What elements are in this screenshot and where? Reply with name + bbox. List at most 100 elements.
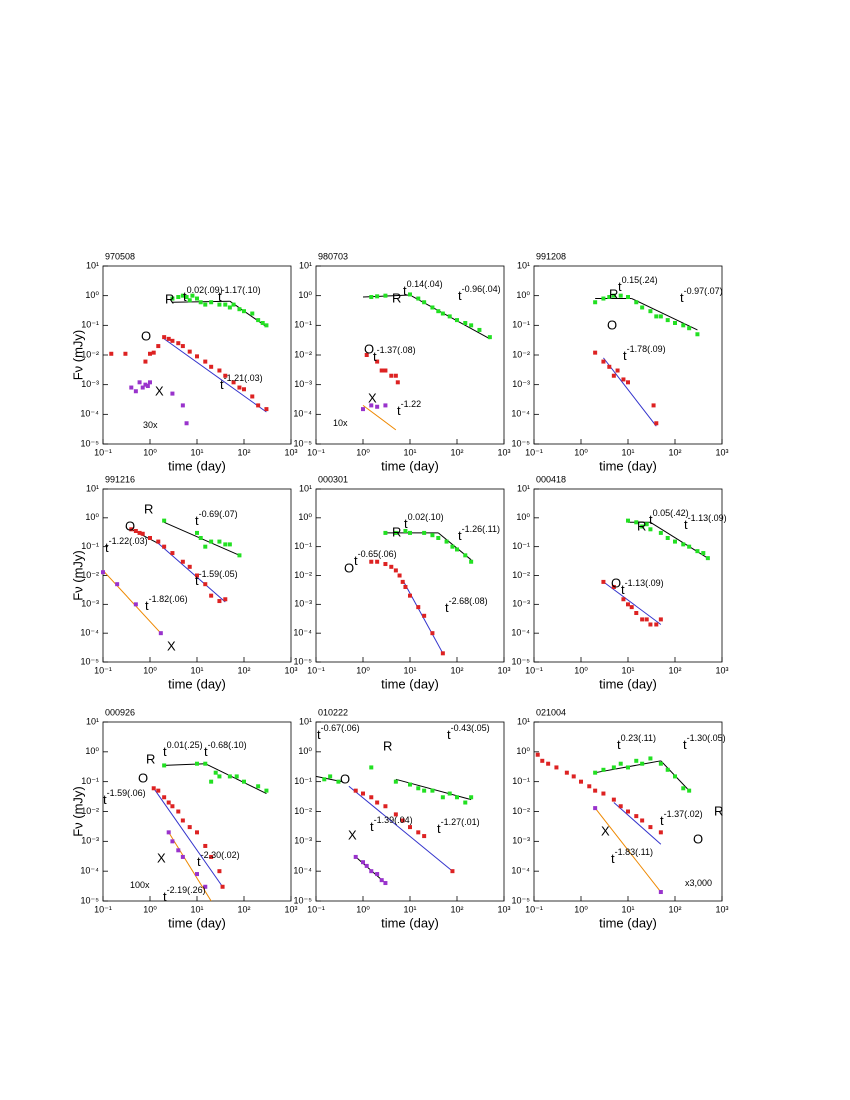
data-point (463, 800, 468, 805)
y-tick-label: 10⁻⁴ (293, 628, 312, 638)
annotation-base: t (195, 513, 199, 528)
data-point (469, 795, 474, 800)
annotation-base: t (437, 821, 441, 836)
annotation-base: t (458, 288, 462, 303)
data-point (430, 533, 435, 538)
annotation-exponent: -1.22(.03) (109, 536, 148, 546)
x-axis-label: time (day) (599, 676, 657, 691)
x-tick-label: 10³ (715, 447, 728, 457)
annotation-exponent: 0.02(.10) (408, 512, 444, 522)
series-name: O (693, 831, 703, 846)
data-point (416, 605, 421, 610)
y-tick-label: 10⁻¹ (512, 320, 530, 330)
data-point (640, 617, 645, 622)
series-name: R (714, 803, 723, 818)
y-axis-label: Fν (mJy) (70, 550, 85, 601)
data-point (607, 295, 612, 300)
annotation: t-1.13(.09) (621, 578, 664, 597)
data-point (242, 779, 246, 784)
data-point (601, 296, 606, 301)
y-tick-label: 10⁻¹ (294, 541, 312, 551)
data-point (364, 353, 369, 357)
data-point (260, 320, 265, 325)
data-point (408, 292, 412, 297)
series-name: R (392, 524, 401, 539)
data-point (634, 758, 639, 763)
data-point (170, 804, 175, 809)
annotation-base: t (684, 517, 688, 532)
annotation-base: t (404, 516, 408, 531)
x-tick-label: 10³ (715, 665, 728, 675)
annotation: t-0.96(.04) (458, 284, 501, 303)
y-tick-label: 10⁰ (85, 290, 99, 300)
annotation-exponent: -1.17(.10) (222, 285, 261, 295)
x-axis-label: time (day) (168, 915, 226, 930)
y-tick-label: 10⁰ (85, 512, 99, 522)
data-point (695, 332, 700, 337)
data-point (151, 350, 156, 355)
data-point (203, 359, 208, 364)
annotation-exponent: 0.02(.09) (187, 285, 223, 295)
annotation-base: t (163, 744, 167, 759)
annotation: t-1.83(.11) (611, 847, 653, 866)
x-tick-label: 10³ (497, 665, 510, 675)
series-name: R (165, 291, 174, 306)
series-name: R (392, 290, 401, 305)
annotation-exponent: -2.30(.02) (201, 850, 240, 860)
data-point (361, 791, 365, 796)
data-point (115, 582, 120, 587)
data-point (422, 300, 427, 305)
data-point (217, 368, 222, 373)
data-point (587, 784, 592, 789)
series-name: R (609, 286, 618, 301)
y-axis-label: Fν (mJy) (70, 786, 85, 837)
x-tick-label: 10³ (497, 904, 510, 914)
data-point (375, 404, 380, 409)
data-point (129, 385, 134, 390)
y-tick-label: 10⁻¹ (512, 541, 530, 551)
annotation-base: t (354, 553, 358, 568)
data-point (195, 573, 199, 578)
data-point (601, 359, 606, 364)
y-tick-label: 10⁻³ (512, 379, 530, 389)
data-point (673, 320, 677, 325)
data-point (648, 622, 653, 627)
annotation: t-1.22(.03) (105, 536, 148, 555)
data-point (223, 373, 228, 378)
fit-line (613, 802, 662, 845)
annotation-exponent: 0.05(.42) (653, 508, 689, 518)
x-tick-label: 10² (668, 665, 681, 675)
annotation: t-1.37(.08) (373, 345, 416, 364)
data-point (393, 373, 398, 378)
y-tick-label: 10⁻⁴ (80, 409, 99, 419)
data-point (158, 631, 163, 636)
data-point (162, 795, 167, 800)
annotation-base: t (623, 348, 627, 363)
data-point (170, 338, 175, 343)
data-point (133, 528, 138, 533)
annotation-exponent: -1.30(.05) (687, 733, 726, 743)
data-point (369, 403, 374, 408)
data-point (250, 394, 255, 399)
data-point (176, 295, 181, 300)
x-tick-label: 10³ (497, 447, 510, 457)
annotation-exponent: 0.15(.24) (622, 275, 658, 285)
annotation: t-2.19(.26) (163, 885, 206, 904)
data-point (227, 305, 232, 310)
series-name: O (344, 560, 354, 575)
data-point (422, 788, 427, 793)
data-point (180, 403, 185, 408)
data-point (223, 542, 228, 547)
series-name: R (146, 751, 155, 766)
y-tick-label: 10¹ (299, 483, 312, 493)
fit-line (603, 357, 657, 427)
annotation: t0.02(.10) (404, 512, 444, 531)
data-point (400, 579, 405, 584)
data-point (242, 387, 246, 392)
data-point (209, 854, 214, 859)
data-point (364, 863, 369, 868)
data-point (184, 421, 189, 426)
panel: 000301 10⁻¹ 10⁰ 10¹ 10² 10³ 10¹ 10⁰ 10⁻¹ 10⁻² 10⁻³… (293, 474, 510, 691)
data-point (151, 786, 156, 791)
